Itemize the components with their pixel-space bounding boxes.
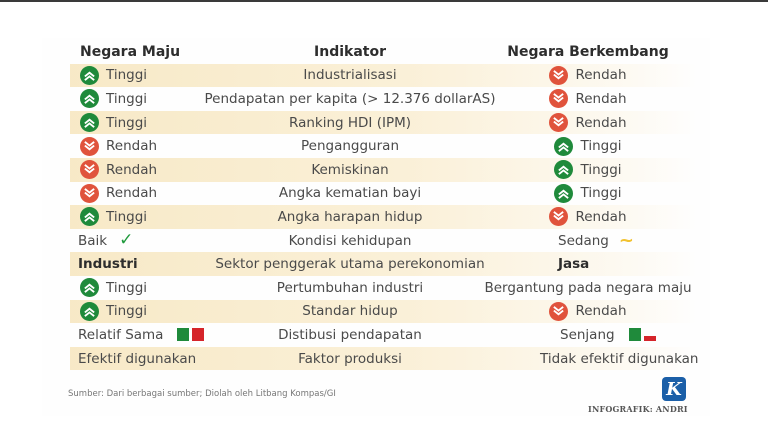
value-developed: Tinggi: [106, 67, 148, 84]
value-developing: Tinggi: [580, 138, 622, 155]
value-developed: Relatif Sama: [78, 326, 164, 343]
indicator-label: Kemiskinan: [311, 161, 389, 178]
value-developed: Industri: [78, 256, 138, 273]
indicator-label: Angka kematian bayi: [278, 185, 422, 202]
value-developing: Rendah: [575, 303, 627, 320]
chevron-down-icon: [549, 301, 569, 321]
header-developed: Negara Maju: [80, 43, 181, 60]
chevron-down-icon: [549, 65, 569, 85]
value-developing: Rendah: [575, 114, 627, 131]
table-row: Rendah Pengangguran Tinggi: [70, 134, 698, 158]
unequal-bars-icon: [628, 328, 656, 342]
value-developing: Senjang: [560, 326, 615, 343]
top-border: [0, 0, 768, 2]
chevron-up-icon: [80, 278, 99, 298]
chevron-down-icon: [80, 183, 99, 203]
chevron-down-icon: [549, 207, 569, 227]
chevron-up-icon: [80, 301, 99, 321]
value-developed: Baik: [78, 232, 108, 249]
value-developing: Bergantung pada negara maju: [484, 279, 692, 296]
table-row: Tinggi Pertumbuhan industri Bergantung p…: [70, 276, 698, 300]
table-header: Negara Maju Indikator Negara Berkembang: [70, 40, 698, 64]
header-developing: Negara Berkembang: [507, 43, 669, 60]
table-row: Tinggi Pendapatan per kapita (> 12.376 d…: [70, 87, 698, 111]
table-row: Tinggi Angka harapan hidup Rendah: [70, 205, 698, 229]
value-developed: Efektif digunakan: [78, 350, 197, 367]
comparison-table: Negara Maju Indikator Negara Berkembang …: [70, 40, 699, 371]
value-developing: Jasa: [558, 256, 590, 273]
chevron-up-icon: [80, 207, 99, 227]
equal-bars-icon: [177, 328, 205, 342]
value-developed: Tinggi: [106, 279, 148, 296]
indicator-label: Kondisi kehidupan: [288, 232, 412, 249]
table-row: Rendah Kemiskinan Tinggi: [70, 157, 698, 182]
value-developing: Sedang: [558, 232, 609, 249]
infographic-credit: INFOGRAFIK: ANDRI: [588, 404, 688, 414]
chevron-up-icon: [554, 160, 574, 180]
value-developed: Tinggi: [106, 208, 148, 225]
source-note: Sumber: Dari berbagai sumber; Diolah ole…: [68, 389, 336, 399]
value-developed: Tinggi: [106, 114, 148, 131]
indicator-label: Ranking HDI (IPM): [288, 114, 412, 131]
chevron-down-icon: [549, 89, 569, 109]
table-row: Tinggi Ranking HDI (IPM) Rendah: [70, 110, 698, 135]
chevron-down-icon: [80, 136, 99, 156]
chevron-up-icon: [80, 65, 99, 85]
chevron-up-icon: [554, 183, 574, 203]
value-developing: Rendah: [575, 90, 627, 107]
indicator-label: Pendapatan per kapita (> 12.376 dollarAS…: [204, 90, 496, 107]
value-developed: Tinggi: [106, 90, 148, 107]
indicator-label: Distibusi pendapatan: [278, 326, 422, 343]
checkmark-icon: ✓: [119, 230, 134, 251]
kompas-logo-icon: K: [662, 377, 686, 401]
indicator-label: Pertumbuhan industri: [276, 279, 424, 296]
table-row: Industri Sektor penggerak utama perekono…: [70, 252, 698, 276]
indicator-label: Industrialisasi: [303, 67, 397, 84]
value-developed: Rendah: [106, 161, 158, 178]
value-developing: Tidak efektif digunakan: [540, 350, 699, 367]
chevron-up-icon: [554, 136, 574, 156]
table-row: Tinggi Standar hidup Rendah: [70, 299, 698, 324]
value-developed: Rendah: [106, 138, 158, 155]
indicator-label: Standar hidup: [302, 303, 398, 320]
value-developed: Tinggi: [106, 303, 148, 320]
indicator-label: Angka harapan hidup: [277, 208, 423, 225]
value-developing: Rendah: [575, 67, 627, 84]
chevron-down-icon: [549, 113, 569, 133]
indicator-label: Pengangguran: [301, 138, 399, 155]
value-developed: Rendah: [106, 185, 158, 202]
indicator-label: Faktor produksi: [298, 350, 402, 367]
value-developing: Tinggi: [580, 185, 622, 202]
table-row: Relatif Sama Distibusi pendapatan Senjan…: [70, 323, 698, 347]
tilde-icon: ~: [618, 229, 634, 251]
value-developing: Tinggi: [580, 161, 622, 178]
indicator-label: Sektor penggerak utama perekonomian: [215, 256, 485, 273]
table-row: Baik ✓ Kondisi kehidupan Sedang ~: [70, 229, 698, 253]
chevron-up-icon: [80, 113, 99, 133]
table-row: Tinggi Industrialisasi Rendah: [70, 63, 698, 88]
chevron-down-icon: [80, 160, 99, 180]
table-row: Efektif digunakan Faktor produksi Tidak …: [70, 346, 699, 371]
value-developing: Rendah: [575, 208, 627, 225]
header-indicator: Indikator: [314, 43, 386, 60]
table-row: Rendah Angka kematian bayi Tinggi: [70, 182, 698, 206]
chevron-up-icon: [80, 89, 99, 109]
